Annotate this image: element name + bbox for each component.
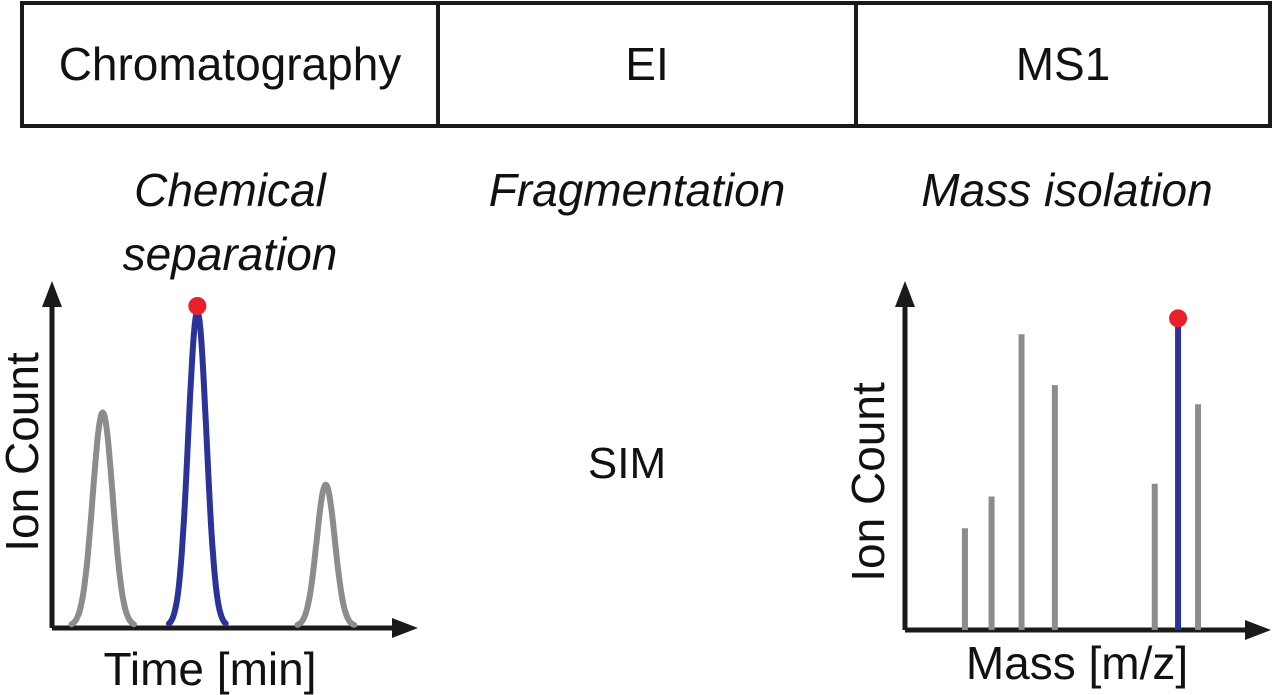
chromatogram-peak-1 xyxy=(68,409,137,628)
caption-chemical: Chemical xyxy=(134,164,328,216)
chromatogram-y-arrow xyxy=(42,281,62,307)
chromatogram-chart: Time [min] Ion Count xyxy=(0,281,418,695)
chromatogram-peaks xyxy=(68,297,358,628)
mass-spectrum-chart: Mass [m/z] Ion Count xyxy=(842,281,1271,689)
spectrum-y-label: Ion Count xyxy=(842,382,894,582)
chromatogram-x-arrow xyxy=(392,618,418,638)
caption-separation: separation xyxy=(123,228,338,280)
spectrum-x-arrow xyxy=(1245,620,1271,640)
stage-box-ei xyxy=(436,1,858,128)
stage-bar: Chromatography EI MS1 xyxy=(20,1,1272,128)
chromatogram-peak-3 xyxy=(294,481,358,628)
chromatogram-y-label: Ion Count xyxy=(0,352,48,552)
spectrum-bars xyxy=(961,309,1202,630)
stage-box-chromatography xyxy=(20,1,440,128)
method-label-sim: SIM xyxy=(588,439,666,488)
stage-label-ms1: MS1 xyxy=(1016,38,1111,90)
spectrum-x-label: Mass [m/z] xyxy=(966,637,1188,689)
caption-fragmentation: Fragmentation xyxy=(489,164,786,216)
caption-mass-isolation: Mass isolation xyxy=(921,164,1212,216)
spectrum-selected-marker xyxy=(1169,309,1188,328)
chromatogram-x-label: Time [min] xyxy=(104,643,317,695)
stage-captions: Chemical separation Fragmentation Mass i… xyxy=(123,164,1213,280)
chromatogram-selected-marker xyxy=(188,297,207,315)
chromatogram-peak-2 xyxy=(165,309,229,627)
spectrum-y-arrow xyxy=(895,281,915,307)
stage-label-chromatography: Chromatography xyxy=(59,38,402,90)
stage-box-ms1 xyxy=(854,1,1272,128)
stage-label-ei: EI xyxy=(625,38,668,90)
